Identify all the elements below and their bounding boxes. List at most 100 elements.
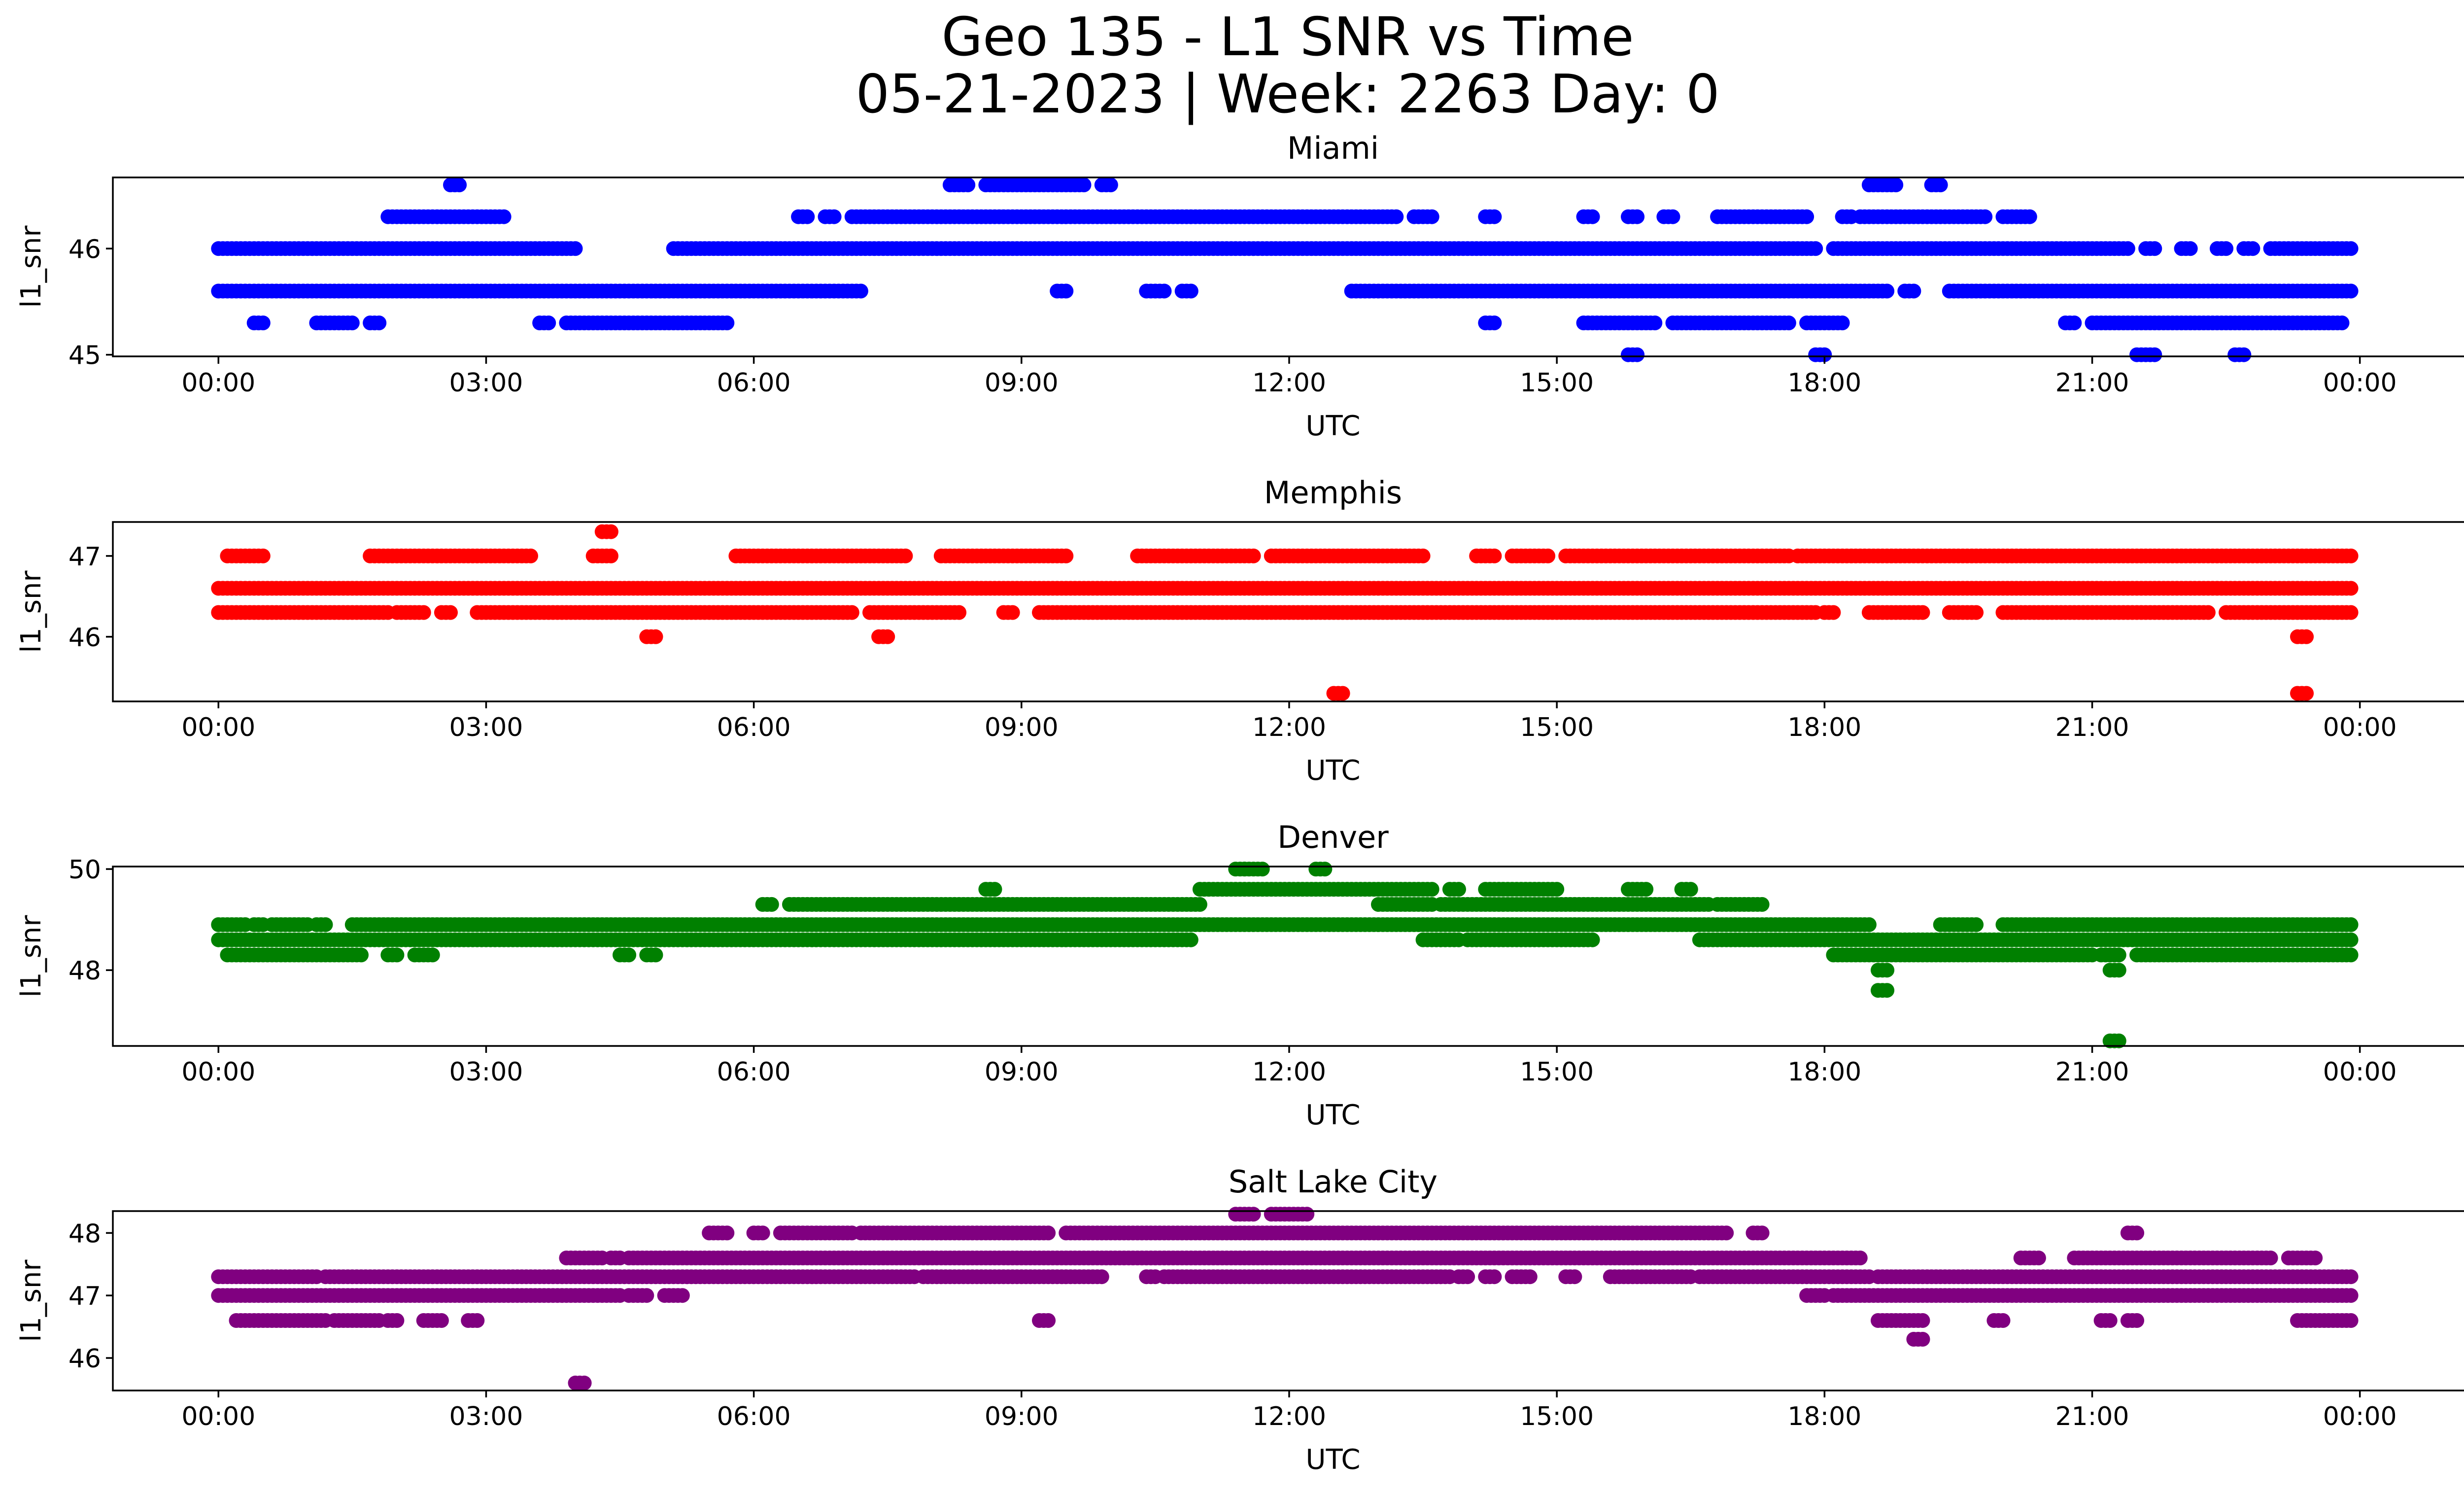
data-point [1487,209,1502,224]
data-point [1630,209,1645,224]
data-point [719,1225,735,1241]
data-point [1424,882,1439,897]
data-point [1451,882,1466,897]
data-point [1754,897,1770,912]
data-point [1041,1225,1056,1241]
data-point [1630,347,1645,362]
figure-title-line1: Geo 135 - L1 SNR vs Time [941,6,1634,68]
data-point [2147,241,2162,256]
data-point [1978,209,1993,224]
x-tick-label: 00:00 [181,368,255,398]
data-point [764,897,779,912]
data-point [1192,897,1207,912]
data-point [344,315,360,331]
x-tick-label: 18:00 [1787,1057,1861,1087]
x-tick-label: 12:00 [1252,368,1326,398]
x-tick-label: 21:00 [2055,368,2129,398]
data-point [987,882,1002,897]
x-tick-label: 03:00 [449,368,523,398]
data-point [1094,1269,1109,1285]
data-point [1549,882,1565,897]
subplot-title: Miami [1287,130,1379,166]
data-point [2343,1269,2359,1285]
data-point [1719,1225,1734,1241]
data-point [2200,605,2216,620]
data-point [1246,1207,1261,1222]
data-point [1415,548,1431,563]
data-point [1861,917,1877,932]
x-tick-label: 18:00 [1787,713,1861,742]
data-point [2022,209,2037,224]
x-tick-label: 06:00 [717,1057,791,1087]
x-tick-label: 21:00 [2055,713,2129,742]
data-point [952,605,967,620]
x-tick-label: 06:00 [717,368,791,398]
subplot-miami: Miami 00:00 03:00 06:00 09:00 12:00 15:00 18:0… [15,130,2464,442]
scatter-points-miami [211,177,2359,362]
y-tick-label: 47 [68,542,101,572]
data-point [2120,241,2135,256]
data-point [541,315,556,331]
data-point [2299,686,2314,701]
data-point [443,605,458,620]
data-point [1969,605,1984,620]
data-point [1487,548,1502,563]
data-point [853,283,868,299]
x-axis-label: UTC [1305,755,1360,787]
x-axis-label: UTC [1305,410,1360,442]
x-tick-label: 00:00 [181,1057,255,1087]
data-point [1817,347,1832,362]
data-point [1906,283,1921,299]
data-point [1183,932,1198,947]
data-point [1880,963,1895,978]
x-axis-label: UTC [1305,1099,1360,1131]
data-point [1915,605,1930,620]
data-point [1317,862,1333,877]
scatter-points-salt-lake-city [211,1207,2359,1391]
data-point [1540,548,1556,563]
x-tick-label: 09:00 [985,368,1059,398]
subplot-title: Salt Lake City [1229,1164,1437,1200]
data-point [2263,1251,2278,1266]
data-point [2183,241,2198,256]
data-point [2343,283,2359,299]
data-point [1460,1269,1475,1285]
subplot-denver: Denver 00:00 03:00 06:00 09:00 12:00 15:00 18:… [15,819,2464,1131]
x-tick-label: 00:00 [2323,368,2397,398]
data-point [1076,177,1092,193]
x-tick-label: 12:00 [1252,713,1326,742]
data-point [2334,315,2350,331]
data-point [1255,862,1270,877]
data-point [1888,177,1904,193]
plot-frame [112,176,2464,357]
data-point [1808,241,1823,256]
subplot-memphis: Memphis 00:00 03:00 06:00 09:00 12:00 15:00 18… [15,475,2464,787]
x-tick-label: 15:00 [1520,1057,1594,1087]
y-axis-label: l1_snr [15,915,47,998]
data-point [1665,209,1680,224]
data-point [1487,1269,1502,1285]
data-point [255,315,271,331]
data-point [648,629,663,644]
x-tick-label: 18:00 [1787,368,1861,398]
data-point [416,605,431,620]
data-point [425,947,440,963]
data-point [1585,209,1600,224]
x-tick-label: 09:00 [985,1057,1059,1087]
data-point [755,1225,770,1241]
x-axis-ticks: 00:00 03:00 06:00 09:00 12:00 15:00 18:00 21:00… [181,1046,2397,1087]
data-point [1639,882,1654,897]
data-point [1585,932,1600,947]
scatter-points-denver [211,862,2359,1048]
x-tick-label: 06:00 [717,713,791,742]
data-point [1059,548,1074,563]
data-point [1300,1207,1315,1222]
data-point [2236,347,2252,362]
data-point [800,209,815,224]
data-point [1969,917,1984,932]
data-point [2111,963,2126,978]
x-tick-label: 00:00 [181,713,255,742]
y-tick-label: 48 [68,956,101,986]
data-point [2129,1225,2145,1241]
